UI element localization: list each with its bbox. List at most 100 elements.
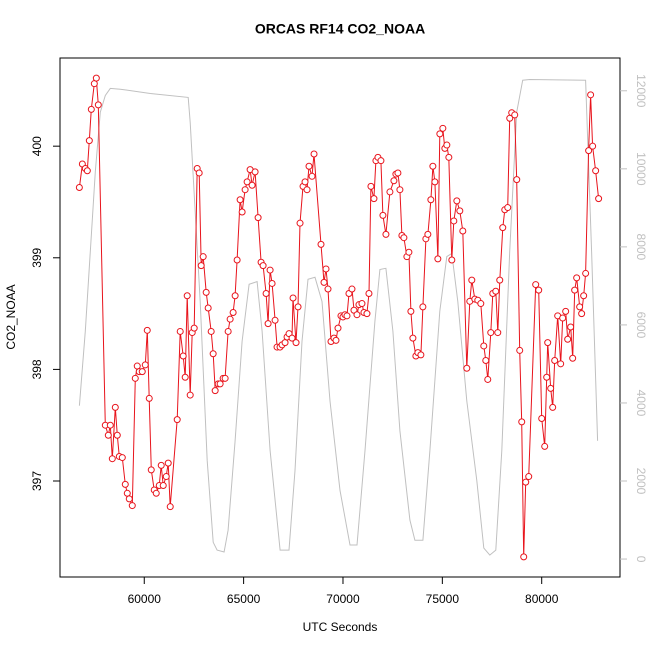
data-point bbox=[513, 176, 521, 184]
data-point bbox=[522, 478, 530, 486]
data-point bbox=[317, 240, 325, 248]
y-tick-label: 400 bbox=[30, 136, 44, 156]
data-point bbox=[386, 188, 394, 196]
data-point bbox=[492, 287, 500, 295]
data-point bbox=[264, 320, 272, 328]
data-point bbox=[164, 459, 172, 467]
data-point bbox=[332, 336, 340, 344]
data-point bbox=[396, 186, 404, 194]
data-point bbox=[111, 403, 119, 411]
data-point bbox=[377, 157, 385, 165]
data-point bbox=[419, 303, 427, 311]
data-point bbox=[580, 292, 588, 300]
data-point bbox=[233, 256, 241, 264]
y2-tick-label: 2000 bbox=[634, 468, 648, 495]
data-point bbox=[251, 168, 259, 176]
data-point bbox=[562, 307, 570, 315]
data-point bbox=[504, 204, 512, 212]
data-point bbox=[226, 315, 234, 323]
data-point bbox=[262, 290, 270, 298]
y-tick-label: 399 bbox=[30, 247, 44, 267]
data-point bbox=[569, 354, 577, 362]
data-point bbox=[162, 473, 170, 481]
data-point bbox=[417, 351, 425, 359]
x-tick-label: 65000 bbox=[227, 592, 261, 606]
data-point bbox=[231, 292, 239, 300]
series-line bbox=[78, 78, 599, 556]
data-point bbox=[301, 178, 309, 186]
data-point bbox=[367, 182, 375, 190]
data-point bbox=[236, 196, 244, 204]
data-point bbox=[303, 186, 311, 194]
data-point bbox=[494, 329, 502, 337]
data-point bbox=[551, 356, 559, 364]
x-tick-label: 70000 bbox=[326, 592, 360, 606]
data-point bbox=[216, 380, 224, 388]
data-point bbox=[221, 374, 229, 382]
data-point bbox=[573, 274, 581, 282]
data-point bbox=[204, 304, 212, 312]
data-point bbox=[448, 256, 456, 264]
data-point bbox=[121, 480, 129, 488]
plot-frame bbox=[59, 57, 621, 578]
data-point bbox=[145, 394, 153, 402]
data-point bbox=[587, 91, 595, 99]
data-point bbox=[179, 352, 187, 360]
data-point bbox=[576, 303, 584, 311]
data-point bbox=[176, 327, 184, 335]
data-point bbox=[159, 481, 167, 489]
data-point bbox=[379, 211, 387, 219]
data-point bbox=[334, 324, 342, 332]
data-point bbox=[348, 285, 356, 293]
data-point bbox=[292, 339, 300, 347]
data-point bbox=[190, 324, 198, 332]
y2-tick-label: 4000 bbox=[634, 390, 648, 417]
data-point bbox=[294, 303, 302, 311]
data-point bbox=[157, 461, 165, 469]
data-point bbox=[559, 314, 567, 322]
data-point bbox=[456, 207, 464, 215]
data-point bbox=[477, 300, 485, 308]
data-point bbox=[343, 312, 351, 320]
data-point bbox=[310, 150, 318, 158]
data-point bbox=[85, 137, 93, 145]
data-point bbox=[538, 415, 546, 423]
x-tick-label: 75000 bbox=[426, 592, 460, 606]
data-point bbox=[141, 361, 149, 369]
data-point bbox=[259, 262, 267, 270]
y2-tick-label: 8000 bbox=[634, 234, 648, 261]
data-point bbox=[582, 269, 590, 277]
data-point bbox=[288, 334, 296, 342]
data-point bbox=[589, 142, 597, 150]
data-point bbox=[547, 384, 555, 392]
data-point bbox=[365, 290, 373, 298]
data-point bbox=[532, 281, 540, 289]
data-point bbox=[482, 356, 490, 364]
data-point bbox=[511, 111, 519, 119]
data-point bbox=[434, 255, 442, 263]
data-point bbox=[106, 421, 114, 429]
data-point bbox=[363, 310, 371, 318]
data-point bbox=[516, 346, 524, 354]
data-point bbox=[535, 286, 543, 294]
data-point bbox=[296, 219, 304, 227]
data-point bbox=[390, 177, 398, 185]
data-point bbox=[113, 431, 121, 439]
y-tick-label: 397 bbox=[30, 471, 44, 491]
data-point bbox=[186, 391, 194, 399]
data-point bbox=[382, 230, 390, 238]
data-point bbox=[268, 279, 276, 287]
data-point bbox=[173, 416, 181, 424]
data-point bbox=[450, 217, 458, 225]
y-axis-label: CO2_NOAA bbox=[4, 284, 18, 349]
data-point bbox=[520, 553, 528, 561]
data-point bbox=[92, 74, 100, 82]
data-point bbox=[248, 181, 256, 189]
y2-tick-label: 6000 bbox=[634, 312, 648, 339]
data-point bbox=[585, 147, 593, 155]
data-point bbox=[409, 334, 417, 342]
data-point bbox=[266, 266, 274, 274]
data-point bbox=[224, 327, 232, 335]
x-tick-label: 60000 bbox=[128, 592, 162, 606]
